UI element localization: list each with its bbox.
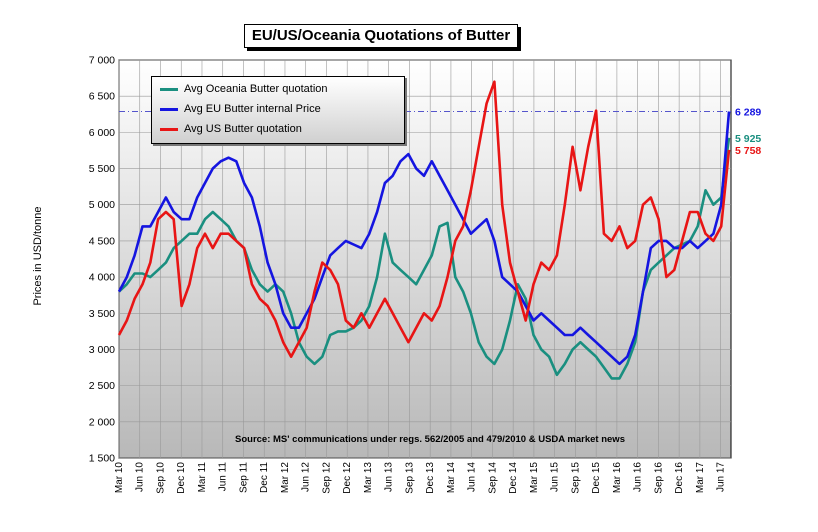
end-label-0: 5 925 <box>735 133 761 145</box>
series-lines <box>117 80 731 380</box>
end-label-1: 6 289 <box>735 106 761 118</box>
x-tick-label: Sep 16 <box>653 462 664 494</box>
series-line-2 <box>117 80 731 359</box>
x-tick-label: Jun 15 <box>550 462 561 492</box>
x-tick-label: Dec 13 <box>425 462 436 494</box>
y-tick-label: 3 500 <box>89 308 115 320</box>
x-tick-label: Sep 10 <box>155 462 166 494</box>
x-tick-label: Mar 13 <box>363 462 374 494</box>
y-tick-label: 7 000 <box>89 55 115 67</box>
y-tick-label: 4 500 <box>89 235 115 247</box>
x-tick-label: Mar 16 <box>612 462 623 494</box>
x-tick-label: Mar 12 <box>280 462 291 494</box>
x-tick-label: Dec 16 <box>674 462 685 494</box>
legend-label-eu: Avg EU Butter internal Price <box>184 103 321 115</box>
x-tick-label: Jun 13 <box>384 462 395 492</box>
legend: Avg Oceania Butter quotation Avg EU Butt… <box>151 76 405 144</box>
x-tick-label: Dec 14 <box>508 462 519 494</box>
y-tick-label: 5 000 <box>89 199 115 211</box>
x-tick-label: Jun 14 <box>467 462 478 492</box>
x-tick-label: Sep 13 <box>404 462 415 494</box>
chart-title: EU/US/Oceania Quotations of Butter <box>244 24 518 48</box>
series-line-0 <box>118 137 731 380</box>
y-tick-label: 2 000 <box>89 416 115 428</box>
end-value-labels: 5 925 6 289 5 758 <box>735 106 761 156</box>
source-note: Source: MS' communications under regs. 5… <box>235 434 625 445</box>
x-tick-label: Mar 10 <box>114 462 125 494</box>
end-label-2: 5 758 <box>735 145 761 157</box>
x-tick-label: Mar 14 <box>446 462 457 494</box>
x-tick-label: Jun 10 <box>135 462 146 492</box>
legend-item-eu: Avg EU Butter internal Price <box>160 101 321 117</box>
x-tick-label: Jun 11 <box>218 462 229 492</box>
x-tick-label: Sep 11 <box>238 462 249 493</box>
x-tick-label: Dec 15 <box>591 462 602 494</box>
x-tick-label: Mar 15 <box>529 462 540 494</box>
x-tick-label: Jun 17 <box>716 462 727 492</box>
x-tick-label: Dec 11 <box>259 462 270 493</box>
series-line-1 <box>117 111 731 366</box>
x-tick-label: Dec 10 <box>176 462 187 494</box>
y-tick-label: 3 000 <box>89 344 115 356</box>
x-tick-label: Sep 15 <box>570 462 581 494</box>
legend-item-oceania: Avg Oceania Butter quotation <box>160 81 328 97</box>
y-axis-label: Prices in USD/tonne <box>32 206 44 306</box>
x-tick-label: Mar 17 <box>695 462 706 494</box>
legend-swatch-us <box>160 127 178 131</box>
x-axis-ticks: Mar 10 Jun 10 Sep 10 Dec 10 Mar 11 Jun 11 Sep … <box>114 462 727 494</box>
y-tick-label: 1 500 <box>89 453 115 465</box>
x-tick-label: Mar 11 <box>197 462 208 493</box>
x-tick-label: Dec 12 <box>342 462 353 494</box>
y-tick-label: 5 500 <box>89 163 115 175</box>
legend-swatch-eu <box>160 107 178 111</box>
y-tick-label: 4 000 <box>89 272 115 284</box>
y-tick-label: 6 000 <box>89 127 115 139</box>
y-axis-ticks: 1 500 2 000 2 500 3 000 3 500 4 000 4 500 5 000… <box>89 55 115 465</box>
x-tick-label: Jun 16 <box>633 462 644 492</box>
legend-label-oceania: Avg Oceania Butter quotation <box>184 83 328 95</box>
x-tick-label: Sep 12 <box>321 462 332 494</box>
x-tick-label: Sep 14 <box>487 462 498 494</box>
y-tick-label: 6 500 <box>89 91 115 103</box>
legend-label-us: Avg US Butter quotation <box>184 123 302 135</box>
legend-swatch-oceania <box>160 87 178 91</box>
x-tick-label: Jun 12 <box>301 462 312 492</box>
legend-item-us: Avg US Butter quotation <box>160 121 302 137</box>
y-tick-label: 2 500 <box>89 380 115 392</box>
